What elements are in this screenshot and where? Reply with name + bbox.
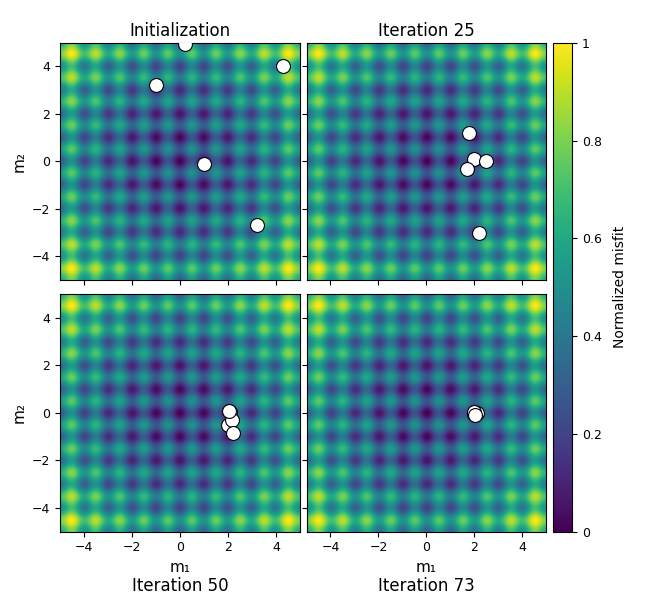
Title: Iteration 25: Iteration 25 [378,22,475,40]
X-axis label: m₁: m₁ [169,560,191,575]
Y-axis label: m₂: m₂ [11,151,27,172]
Y-axis label: Normalized misfit: Normalized misfit [613,226,627,348]
Text: Iteration 50: Iteration 50 [132,577,228,595]
Title: Initialization: Initialization [130,22,231,40]
X-axis label: m₁: m₁ [416,560,437,575]
Y-axis label: m₂: m₂ [11,403,27,423]
Text: Iteration 73: Iteration 73 [378,577,475,595]
